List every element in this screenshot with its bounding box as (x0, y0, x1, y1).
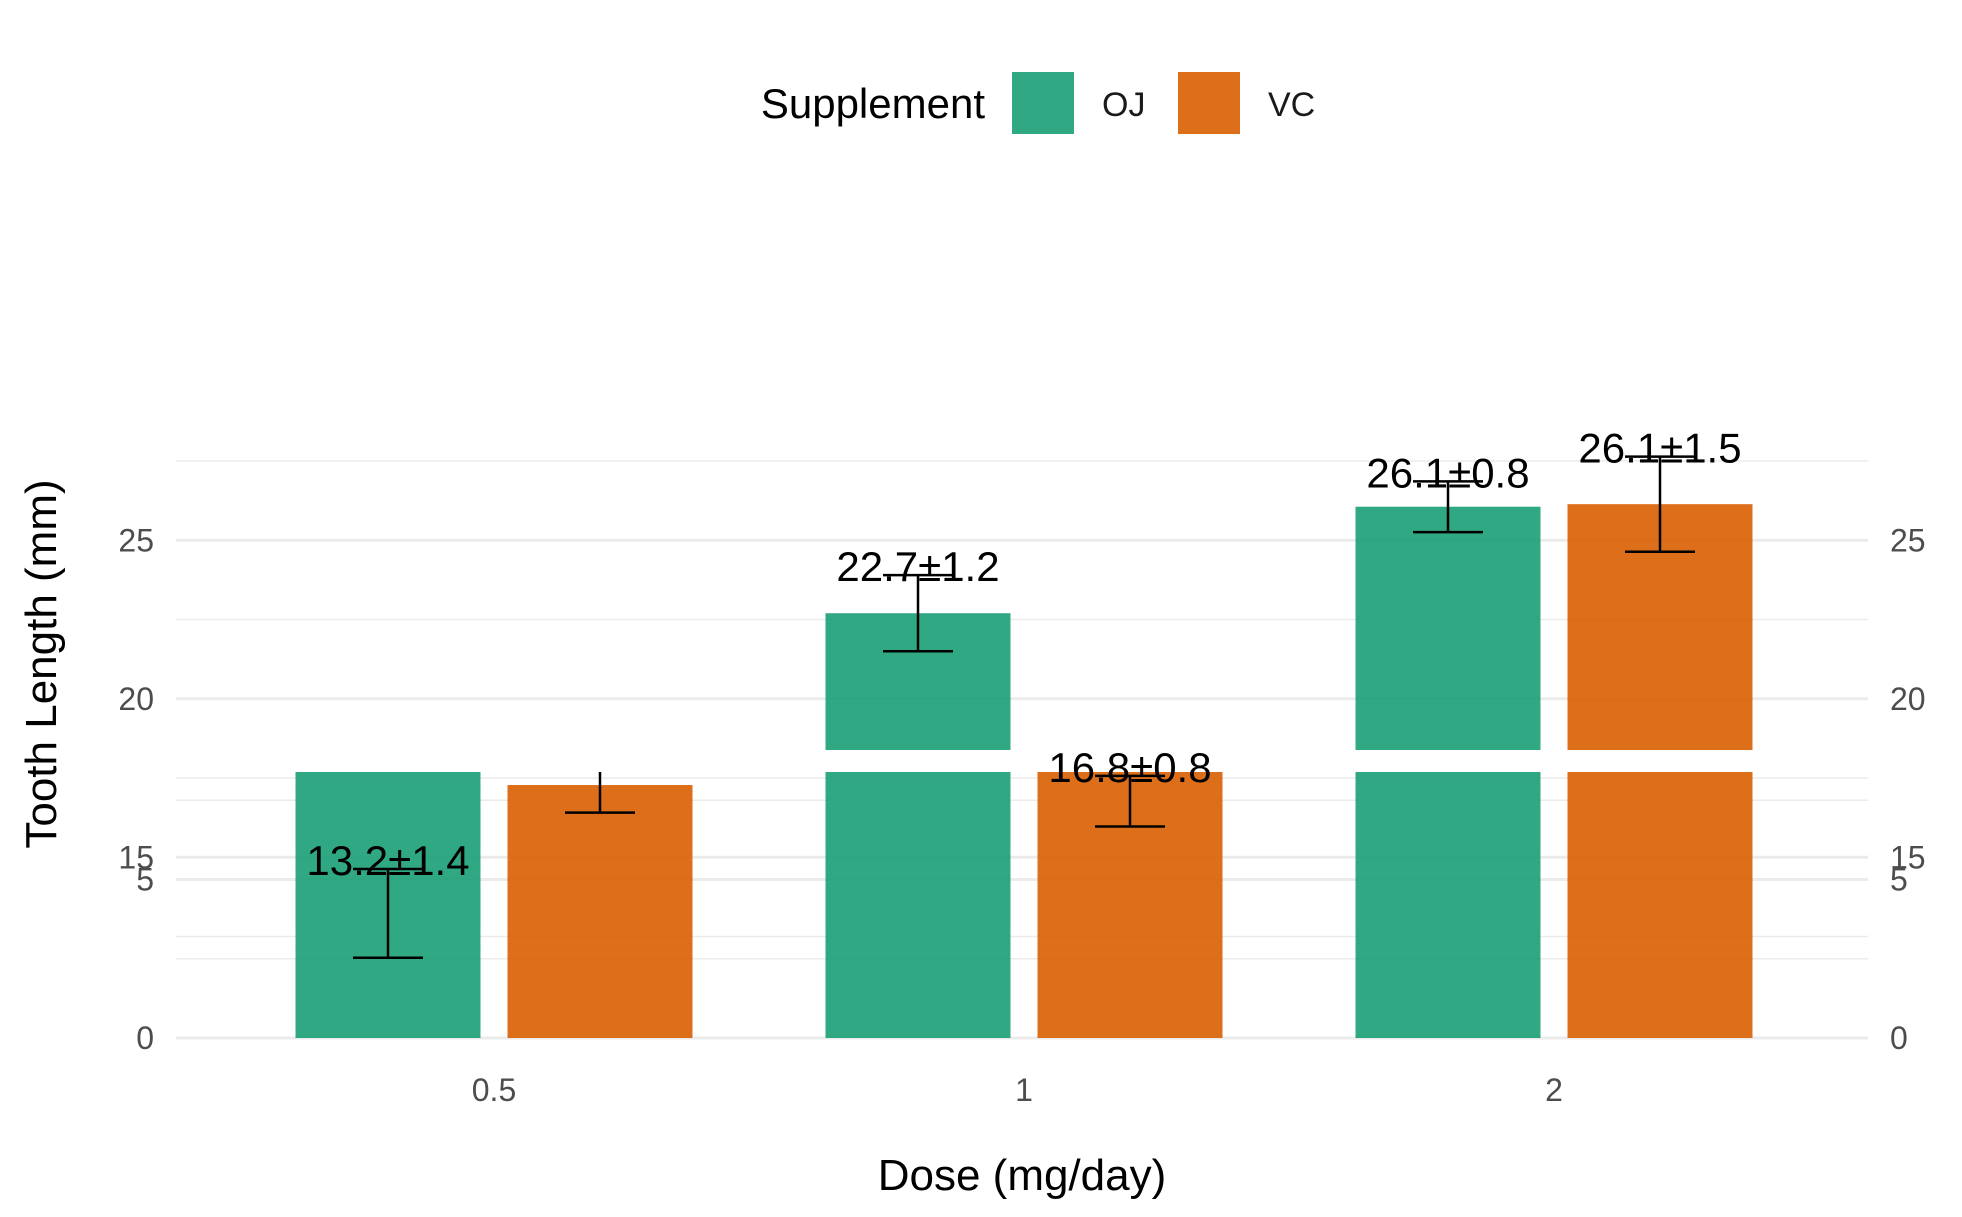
bar-oj-2 (1355, 772, 1541, 1038)
data-labels: 13.2±1.4 22.7±1.2 16.8±0.8 26.1±0.8 26.1±1.5 (306, 425, 1741, 884)
axis-break-band (176, 750, 1868, 772)
bar-vc-2 (1567, 772, 1753, 1038)
bar-oj-1 (825, 772, 1011, 1038)
y-tick-label-right: 25 (1890, 522, 1926, 558)
bar-vc-0.5 (507, 785, 693, 1038)
y-tick-label-right: 0 (1890, 1020, 1908, 1056)
y-tick-label: 20 (118, 681, 154, 717)
legend-key-oj (1012, 72, 1074, 134)
axis-break (176, 750, 1868, 772)
legend-label-oj: OJ (1102, 86, 1145, 124)
y-tick-label: 5 (136, 862, 154, 898)
y-tick-label-right: 5 (1890, 862, 1908, 898)
data-label-oj-0.5: 13.2±1.4 (306, 837, 469, 884)
error-bars (353, 455, 1695, 960)
data-label-oj-2: 26.1±0.8 (1366, 449, 1529, 496)
x-axis-title: Dose (mg/day) (878, 1151, 1167, 1200)
y-tick-label: 15 (118, 839, 154, 875)
data-label-oj-1: 22.7±1.2 (836, 543, 999, 590)
y-tick-label: 25 (118, 522, 154, 558)
x-tick-label: 2 (1545, 1072, 1563, 1108)
y-tick-label-right: 15 (1890, 839, 1926, 875)
legend: Supplement OJ VC (761, 72, 1315, 134)
data-label-vc-2: 26.1±1.5 (1578, 425, 1741, 472)
y-tick-label: 0 (136, 1020, 154, 1056)
data-label-vc-1: 16.8±0.8 (1048, 744, 1211, 791)
x-tick-label: 1 (1015, 1072, 1033, 1108)
legend-title: Supplement (761, 80, 985, 127)
y-axis-title: Tooth Length (mm) (17, 479, 66, 848)
y-tick-label-right: 20 (1890, 681, 1926, 717)
x-tick-label: 0.5 (472, 1072, 516, 1108)
legend-label-vc: VC (1268, 86, 1315, 124)
legend-key-vc (1178, 72, 1240, 134)
bar-oj-2-upper (1355, 506, 1541, 750)
